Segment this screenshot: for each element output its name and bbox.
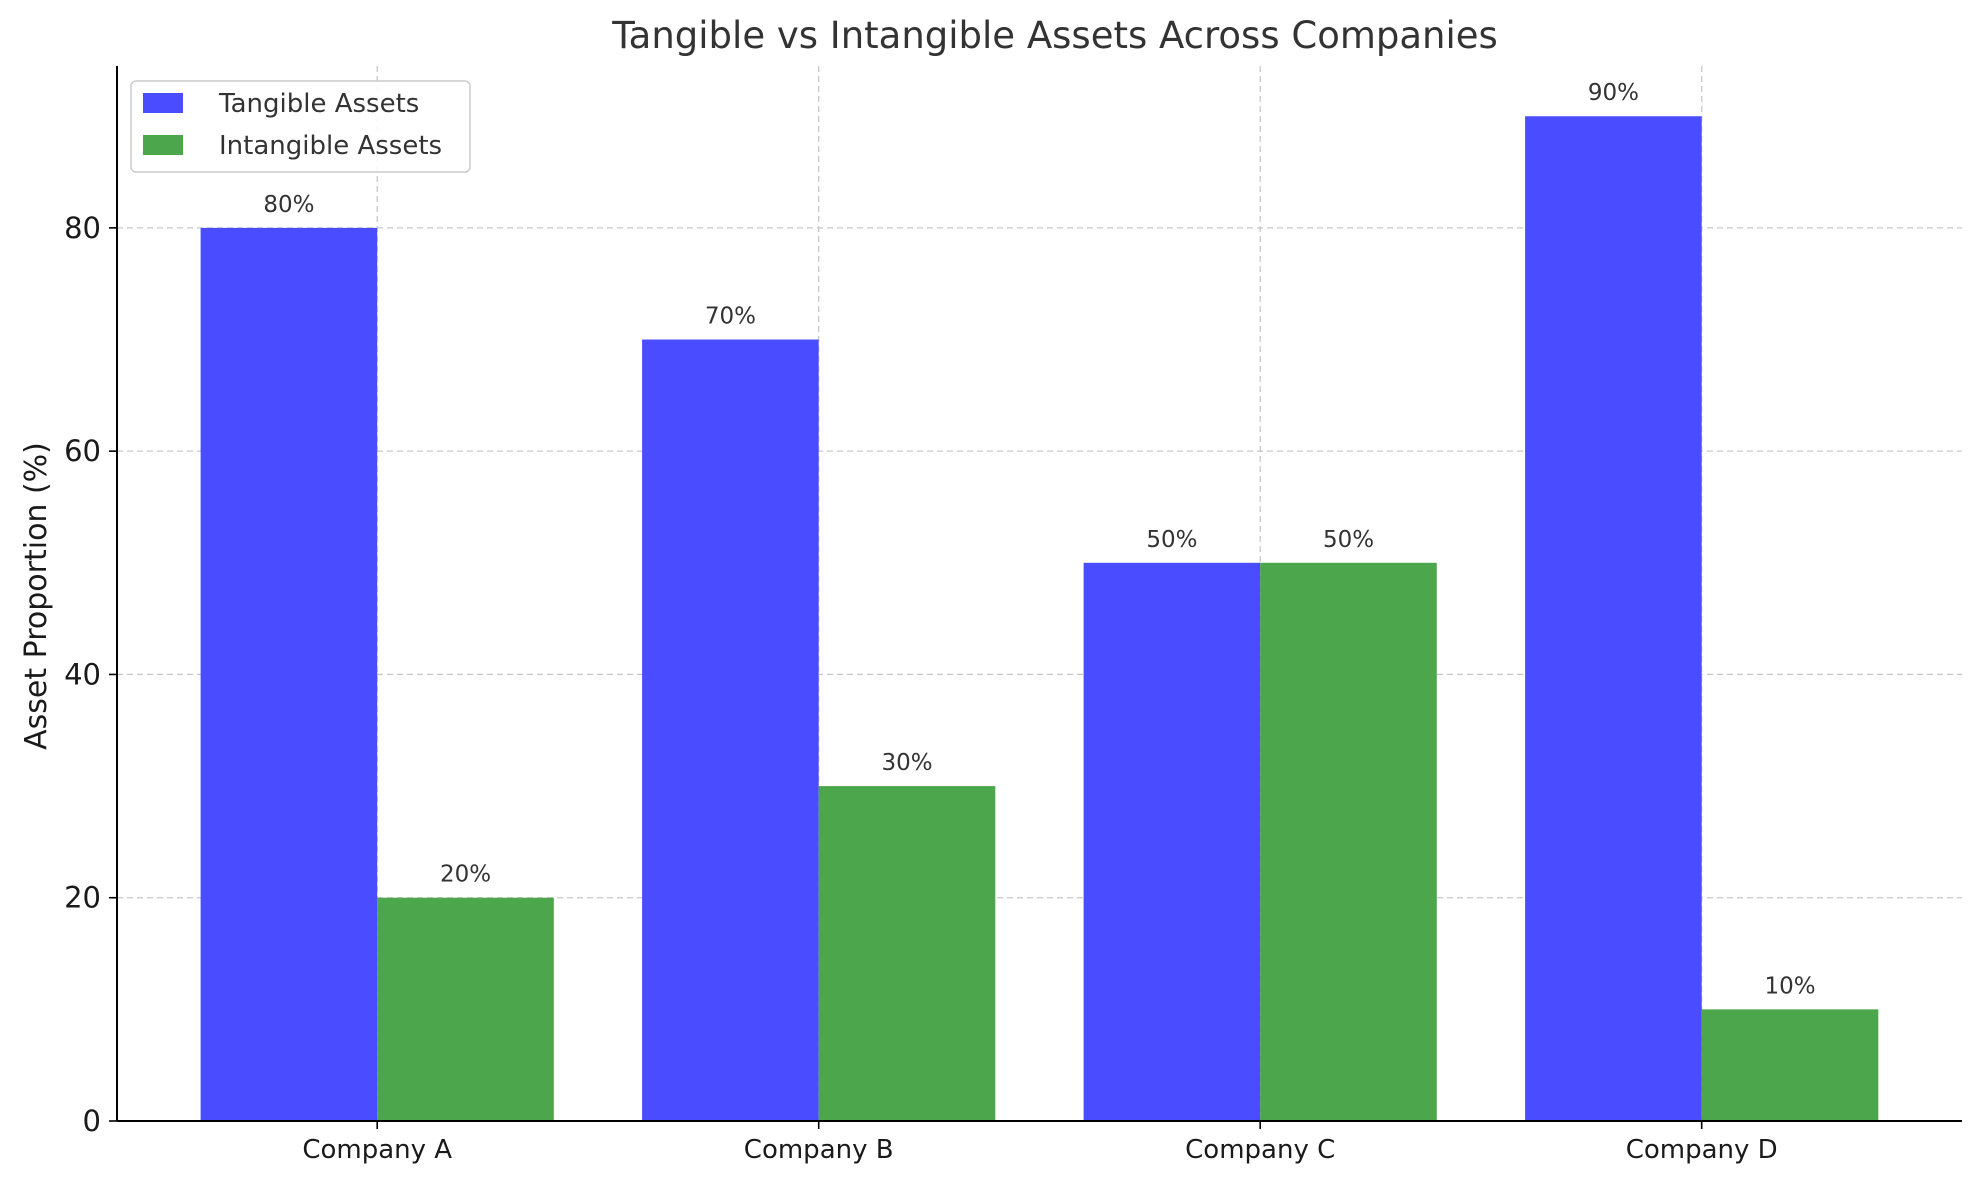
- y-axis-label: Asset Proportion (%): [19, 442, 54, 750]
- y-tick-label: 80: [64, 211, 101, 245]
- legend-box: [130, 80, 471, 173]
- bar-intangible-1: [818, 786, 996, 1121]
- x-tick-label: Company C: [1185, 1135, 1335, 1165]
- bar-tangible-2: [1083, 562, 1261, 1121]
- bar-intangible-3: [1701, 1009, 1879, 1121]
- x-tick-label: Company B: [744, 1135, 894, 1165]
- legend: Tangible Assets Intangible Assets: [130, 80, 471, 173]
- bar-value-label: 50%: [1146, 527, 1197, 553]
- bar-value-label: 80%: [263, 192, 314, 218]
- bar-value-label: 30%: [881, 750, 932, 776]
- y-tick-label: 40: [64, 657, 101, 691]
- legend-label: Tangible Assets: [218, 89, 419, 119]
- axes: 0 20 40 60 80 Company A Company B Company C Comp…: [64, 66, 1962, 1165]
- bar-tangible-0: [200, 227, 378, 1122]
- x-tick-label: Company D: [1626, 1135, 1778, 1165]
- bar-intangible-0: [377, 897, 554, 1121]
- bar-value-label: 50%: [1323, 527, 1374, 553]
- legend-swatch-intangible: [143, 135, 183, 155]
- x-tick-label: Company A: [302, 1135, 452, 1165]
- bar-value-label: 10%: [1764, 973, 1815, 999]
- y-tick-label: 60: [64, 434, 101, 468]
- bar-value-label: 20%: [440, 862, 491, 888]
- y-tick-label: 0: [83, 1104, 101, 1138]
- bar-intangible-2: [1260, 562, 1437, 1121]
- value-labels: 80% 70% 50% 90% 20% 30% 50% 10%: [263, 80, 1815, 999]
- bar-tangible-3: [1525, 116, 1702, 1121]
- bar-tangible-1: [642, 339, 819, 1121]
- y-tick-label: 20: [64, 881, 101, 915]
- bar-value-label: 90%: [1588, 80, 1639, 106]
- legend-swatch-tangible: [143, 93, 183, 113]
- legend-label: Intangible Assets: [219, 131, 442, 161]
- bar-value-label: 70%: [705, 304, 756, 330]
- chart-title: Tangible vs Intangible Assets Across Com…: [611, 14, 1498, 57]
- bars: [200, 116, 1879, 1122]
